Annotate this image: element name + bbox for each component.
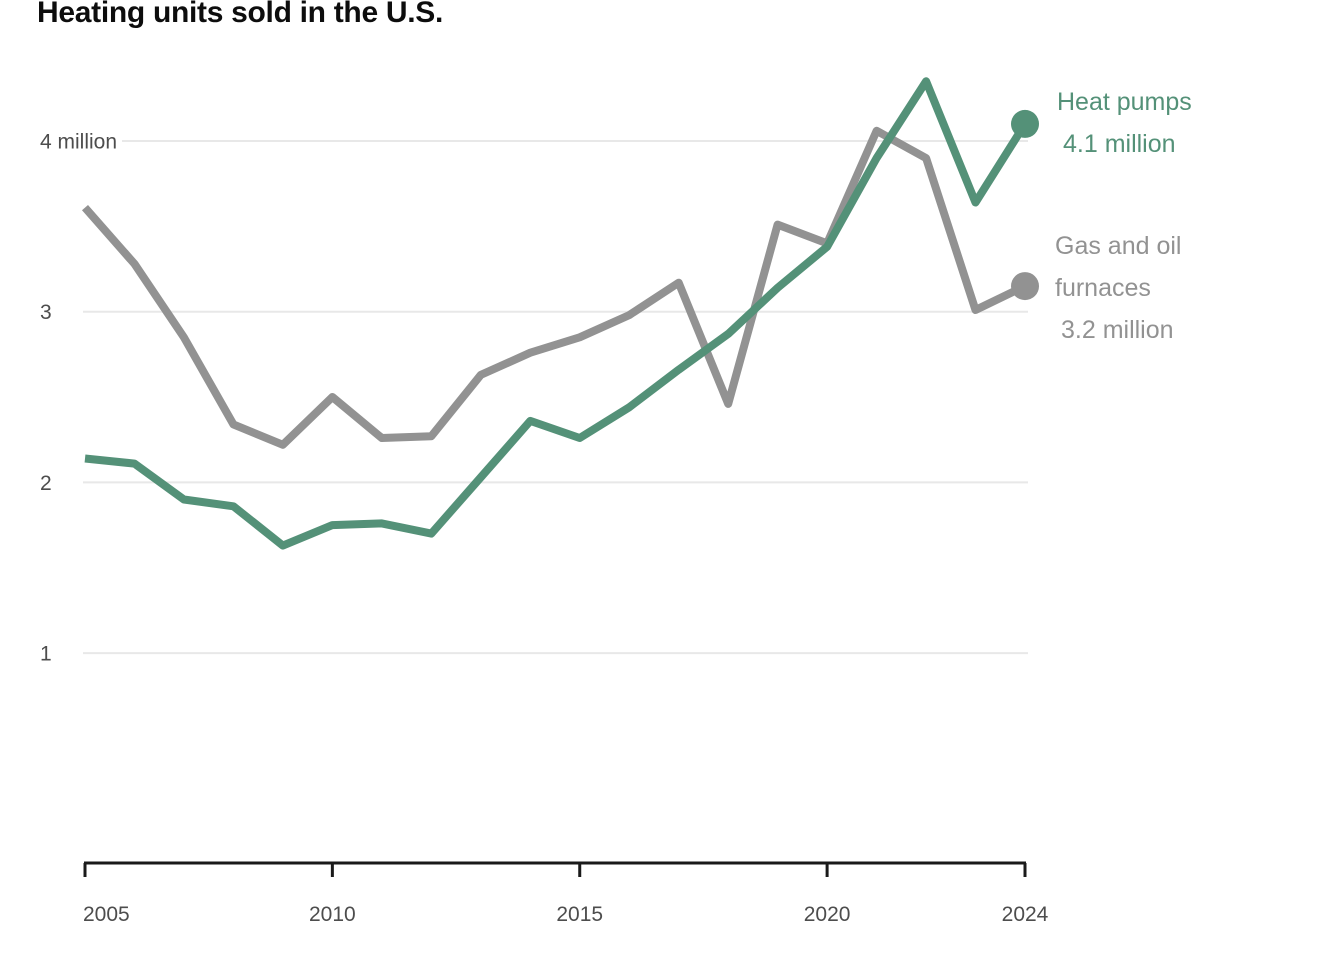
x-axis-tick-label: 2010 (309, 903, 356, 926)
x-axis-tick-label: 2024 (1002, 903, 1049, 926)
legend-furnaces-label-line1: Gas and oil (1055, 232, 1182, 260)
legend-gas-oil-furnaces: Gas and oil furnaces 3.2 million (1055, 225, 1181, 351)
y-axis-tick-label: 2 (40, 472, 52, 495)
legend-furnaces-value: 3.2 million (1061, 316, 1174, 344)
series-line-gas-and-oil-furnaces (81, 126, 1027, 449)
y-axis-tick-label: 1 (40, 643, 52, 666)
legend-furnaces-label-line2: furnaces (1055, 274, 1151, 302)
series-end-dot-gas-and-oil-furnaces (1011, 272, 1039, 301)
series-end-dot-heat-pumps (1011, 109, 1039, 138)
legend-heat-pumps: Heat pumps 4.1 million (1057, 81, 1192, 165)
legend-heat-pumps-label: Heat pumps (1057, 88, 1192, 116)
chart-title: Heating units sold in the U.S. (37, 0, 444, 29)
x-axis-tick-label: 2015 (556, 903, 603, 926)
x-axis-tick-label: 2005 (83, 903, 130, 926)
legend-heat-pumps-value: 4.1 million (1063, 130, 1176, 158)
series-line-heat-pumps (84, 77, 1029, 550)
y-axis-tick-label: 4 million (40, 131, 117, 154)
x-axis-tick-label: 2020 (804, 903, 851, 926)
y-axis-tick-label: 3 (40, 301, 52, 324)
